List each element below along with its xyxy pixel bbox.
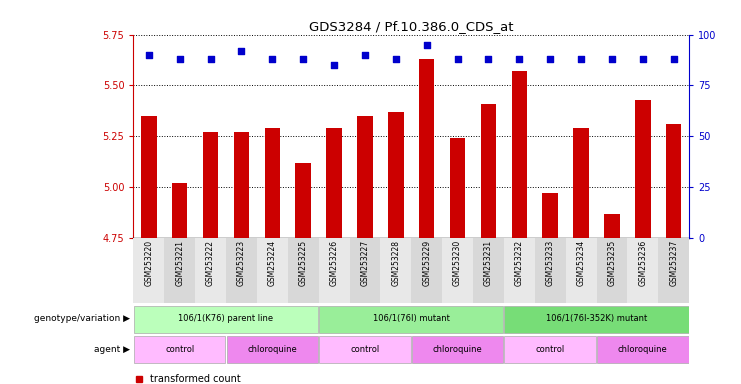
- Point: [575, 56, 587, 62]
- Text: genotype/variation ▶: genotype/variation ▶: [33, 314, 130, 323]
- FancyBboxPatch shape: [226, 238, 257, 303]
- Text: GSM253233: GSM253233: [545, 240, 555, 286]
- Text: control: control: [350, 345, 379, 354]
- Text: GSM253220: GSM253220: [144, 240, 153, 286]
- Text: GSM253230: GSM253230: [453, 240, 462, 286]
- FancyBboxPatch shape: [288, 238, 319, 303]
- Point: [359, 52, 370, 58]
- FancyBboxPatch shape: [319, 336, 411, 363]
- Point: [236, 48, 247, 54]
- Point: [606, 56, 618, 62]
- Text: GSM253225: GSM253225: [299, 240, 308, 286]
- FancyBboxPatch shape: [597, 238, 628, 303]
- FancyBboxPatch shape: [319, 306, 503, 333]
- FancyBboxPatch shape: [380, 238, 411, 303]
- Text: 106/1(K76) parent line: 106/1(K76) parent line: [179, 314, 273, 323]
- FancyBboxPatch shape: [165, 238, 195, 303]
- Point: [668, 56, 679, 62]
- Text: chloroquine: chloroquine: [247, 345, 297, 354]
- Text: GSM253222: GSM253222: [206, 240, 215, 286]
- FancyBboxPatch shape: [411, 238, 442, 303]
- Point: [143, 52, 155, 58]
- Text: GSM253226: GSM253226: [330, 240, 339, 286]
- Text: control: control: [536, 345, 565, 354]
- Text: GSM253227: GSM253227: [360, 240, 370, 286]
- Text: GSM253231: GSM253231: [484, 240, 493, 286]
- Text: GSM253229: GSM253229: [422, 240, 431, 286]
- Text: GSM253235: GSM253235: [608, 240, 617, 286]
- Bar: [296, 163, 311, 238]
- FancyBboxPatch shape: [658, 238, 689, 303]
- Bar: [666, 124, 682, 238]
- Bar: [357, 116, 373, 238]
- Text: control: control: [165, 345, 194, 354]
- Bar: [326, 128, 342, 238]
- Bar: [233, 132, 249, 238]
- FancyBboxPatch shape: [134, 336, 225, 363]
- Bar: [388, 112, 404, 238]
- Point: [544, 56, 556, 62]
- FancyBboxPatch shape: [319, 238, 350, 303]
- FancyBboxPatch shape: [195, 238, 226, 303]
- Bar: [203, 132, 219, 238]
- FancyBboxPatch shape: [565, 238, 597, 303]
- Bar: [450, 138, 465, 238]
- Point: [637, 56, 649, 62]
- Text: GSM253228: GSM253228: [391, 240, 400, 286]
- Text: GSM253221: GSM253221: [175, 240, 185, 286]
- Bar: [481, 104, 496, 238]
- FancyBboxPatch shape: [505, 336, 596, 363]
- Text: GSM253234: GSM253234: [576, 240, 585, 286]
- Text: GSM253223: GSM253223: [237, 240, 246, 286]
- FancyBboxPatch shape: [257, 238, 288, 303]
- FancyBboxPatch shape: [350, 238, 380, 303]
- Text: GSM253236: GSM253236: [638, 240, 648, 286]
- Point: [267, 56, 279, 62]
- FancyBboxPatch shape: [442, 238, 473, 303]
- FancyBboxPatch shape: [133, 238, 165, 303]
- Text: GSM253237: GSM253237: [669, 240, 678, 286]
- Text: chloroquine: chloroquine: [618, 345, 668, 354]
- FancyBboxPatch shape: [473, 238, 504, 303]
- Text: chloroquine: chloroquine: [433, 345, 482, 354]
- FancyBboxPatch shape: [227, 336, 318, 363]
- Text: agent ▶: agent ▶: [93, 345, 130, 354]
- Text: transformed count: transformed count: [150, 374, 241, 384]
- Text: GSM253224: GSM253224: [268, 240, 277, 286]
- Text: 106/1(76I) mutant: 106/1(76I) mutant: [373, 314, 450, 323]
- Point: [173, 56, 185, 62]
- Bar: [604, 214, 619, 238]
- FancyBboxPatch shape: [504, 238, 535, 303]
- FancyBboxPatch shape: [628, 238, 658, 303]
- Bar: [635, 100, 651, 238]
- Point: [421, 42, 433, 48]
- Point: [297, 56, 309, 62]
- Bar: [265, 128, 280, 238]
- Point: [451, 56, 464, 62]
- Point: [482, 56, 494, 62]
- FancyBboxPatch shape: [597, 336, 688, 363]
- FancyBboxPatch shape: [412, 336, 503, 363]
- Bar: [141, 116, 156, 238]
- Point: [328, 62, 340, 68]
- FancyBboxPatch shape: [535, 238, 565, 303]
- Title: GDS3284 / Pf.10.386.0_CDS_at: GDS3284 / Pf.10.386.0_CDS_at: [309, 20, 514, 33]
- Bar: [511, 71, 527, 238]
- Bar: [419, 59, 434, 238]
- Bar: [172, 183, 187, 238]
- Point: [390, 56, 402, 62]
- FancyBboxPatch shape: [134, 306, 318, 333]
- Text: GSM253232: GSM253232: [515, 240, 524, 286]
- FancyBboxPatch shape: [505, 306, 688, 333]
- Point: [514, 56, 525, 62]
- Bar: [542, 193, 558, 238]
- Text: 106/1(76I-352K) mutant: 106/1(76I-352K) mutant: [546, 314, 647, 323]
- Point: [205, 56, 216, 62]
- Bar: [574, 128, 589, 238]
